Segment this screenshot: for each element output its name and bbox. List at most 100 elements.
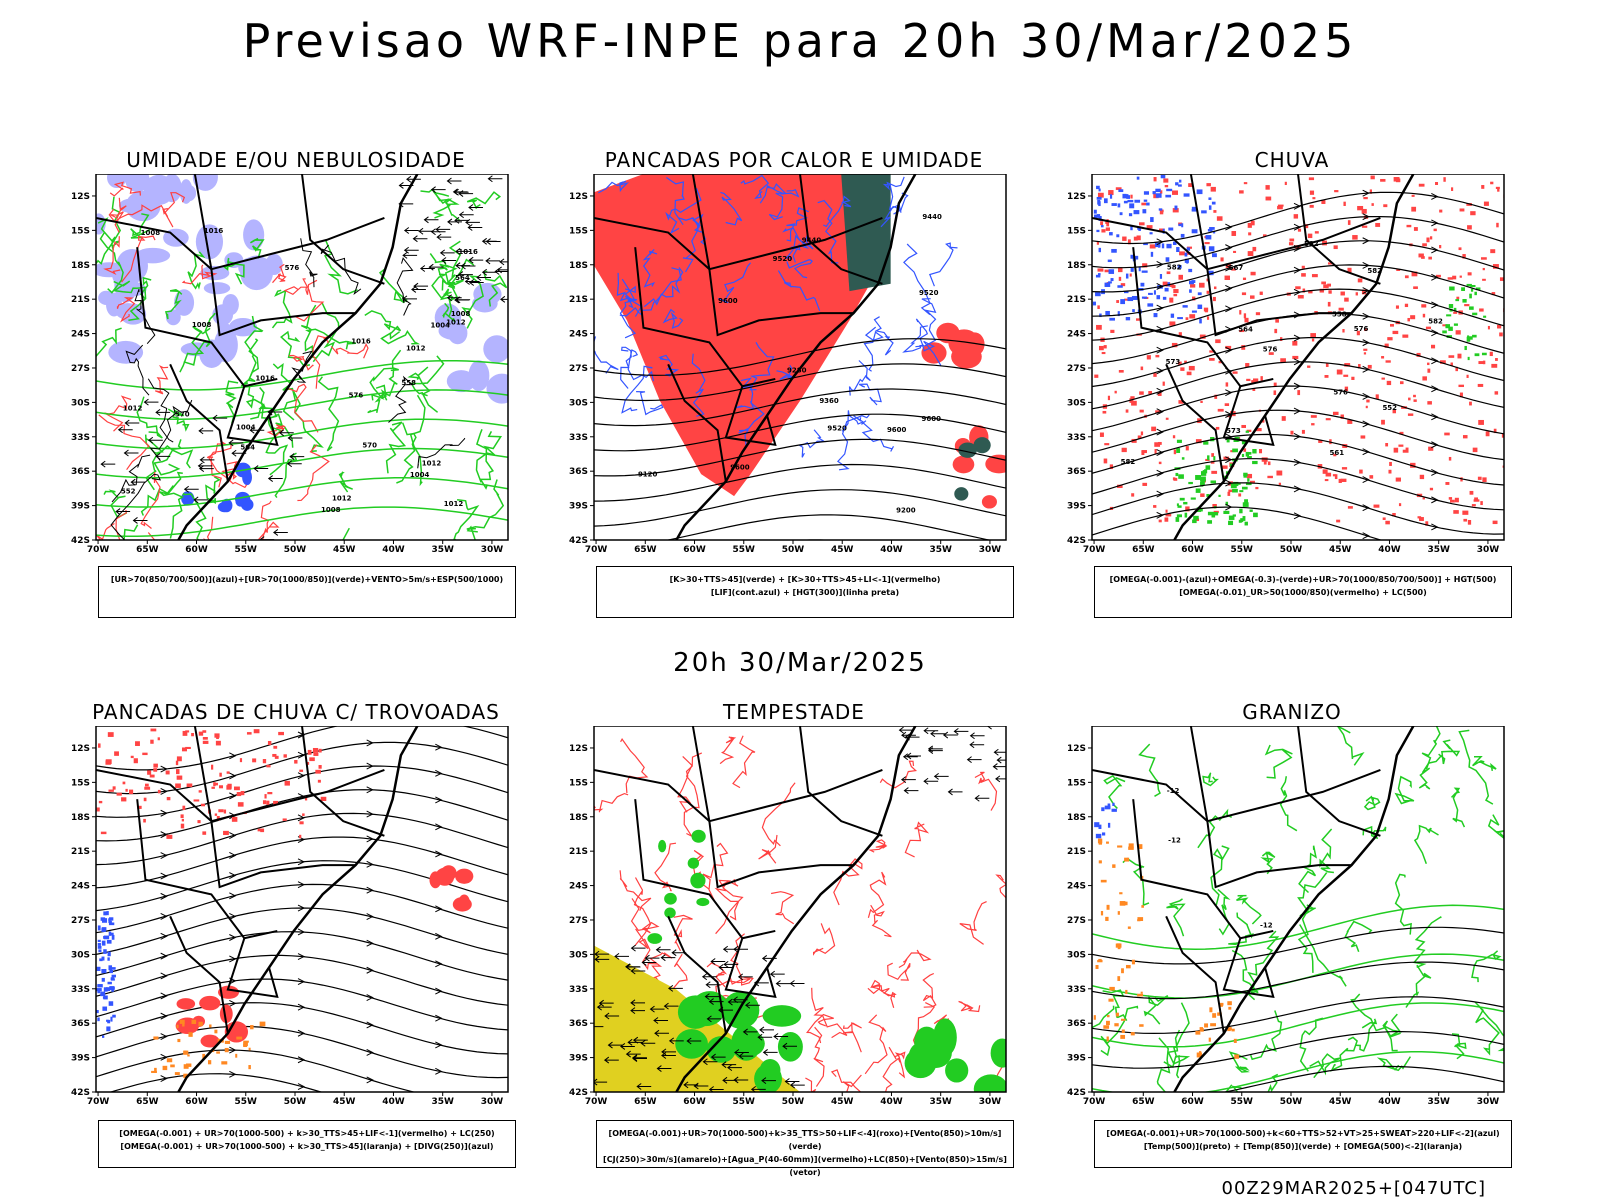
rain-area (1265, 185, 1270, 190)
rain-area (1096, 196, 1102, 200)
wind-area (647, 933, 663, 944)
precipitable-water-contour (958, 1000, 981, 1013)
thunderstorm-area (105, 759, 112, 765)
wind-vector (933, 772, 949, 780)
contour-label: 576 (349, 392, 364, 400)
rain-area (1489, 351, 1493, 357)
thunderstorm-area (217, 1038, 221, 1042)
rain-area (1332, 474, 1336, 477)
rain-area (1165, 513, 1172, 517)
temperature-850-contour (1355, 1018, 1378, 1052)
precipitable-water-contour (867, 871, 887, 918)
thunderstorm-area (199, 995, 221, 1011)
omega-area (1228, 1006, 1232, 1010)
thunderstorm-area (224, 1047, 229, 1053)
legend-box: [UR>70(850/700/500)](azul)+[UR>70(1000/8… (98, 566, 516, 618)
contour-label: 1016 (255, 375, 275, 383)
humidity-contour (187, 251, 206, 290)
rain-area (1213, 456, 1216, 461)
humidity-contour (280, 330, 311, 367)
rain-area (1322, 240, 1327, 246)
rain-area (1166, 243, 1172, 249)
thunderstorm-area (153, 763, 158, 768)
rain-area (1141, 270, 1148, 273)
rain-area (1244, 521, 1248, 526)
lat-tick-label: 21S (569, 847, 588, 857)
streamline-arrow (160, 892, 168, 900)
humidity-contour (123, 524, 139, 540)
lat-tick-label: 24S (569, 330, 588, 340)
temperature-850-contour (1438, 739, 1461, 765)
wind-arrow (253, 465, 269, 472)
thunderstorm-area (183, 1073, 188, 1078)
wind-vector (902, 753, 918, 761)
rain-area (1104, 443, 1110, 446)
rain-area (1444, 432, 1450, 436)
rain-area (1278, 482, 1282, 486)
rain-area (1469, 490, 1474, 495)
humidity-contour (317, 376, 340, 452)
wind-vector (625, 963, 640, 971)
rain-area (1126, 195, 1130, 199)
rain-area (1211, 453, 1215, 457)
temperature-850-contour (1297, 872, 1328, 917)
thickness-contour (108, 204, 169, 223)
thunderstorm-area (262, 800, 267, 805)
wind-vector (993, 748, 1006, 756)
wind-vector (641, 959, 657, 966)
streamline-arrow (1156, 260, 1164, 268)
wind-vector (649, 1005, 665, 1013)
rain-area (1369, 189, 1372, 194)
main-title: Previsao WRF-INPE para 20h 30/Mar/2025 (242, 14, 1358, 68)
thunderstorm-area (157, 737, 160, 741)
lon-tick-label: 70W (1083, 545, 1106, 555)
rain-area (1448, 304, 1454, 309)
omega-area (1106, 1014, 1110, 1018)
rain-area (1252, 460, 1258, 465)
lat-tick-label: 18S (71, 261, 90, 271)
thunderstorm-area (213, 782, 216, 787)
rain-area (1132, 309, 1135, 313)
rain-area (1208, 197, 1212, 200)
wind-arrow (441, 257, 457, 264)
streamline-arrow (1225, 305, 1233, 313)
omega-area (1210, 1023, 1217, 1027)
rain-area (1239, 310, 1242, 315)
rain-area (1248, 232, 1252, 236)
map-granizo: -12-12-1212S15S18S21S24S27S30S33S36S39S4… (1067, 726, 1505, 1107)
rain-area (1422, 313, 1426, 318)
lon-tick-label: 35W (431, 1097, 454, 1107)
lifted-index-contour (759, 185, 800, 204)
contour-label: 9600 (922, 415, 942, 423)
thunderstorm-area (180, 814, 184, 819)
lifted-index-contour (734, 377, 755, 410)
thunderstorm-area (182, 805, 186, 811)
streamline-arrow (1225, 284, 1233, 292)
rain-area (1468, 336, 1473, 340)
rain-area (1245, 430, 1249, 433)
rain-area (1184, 252, 1188, 257)
rain-area (1169, 321, 1176, 326)
wind-vector (930, 730, 945, 738)
rain-area (1153, 177, 1157, 182)
streamline-arrow (366, 913, 374, 920)
thunderstorm-area (112, 786, 116, 790)
rain-area (1450, 499, 1455, 503)
contour-label: 564 (455, 274, 470, 282)
rain-area (1356, 330, 1360, 336)
rain-area (1097, 305, 1100, 309)
precipitable-water-contour (870, 979, 897, 1008)
hail-area (1098, 824, 1102, 830)
thickness-contour (115, 509, 128, 540)
wind-vector (594, 950, 610, 958)
rain-area (1347, 419, 1353, 424)
lon-tick-label: 35W (929, 545, 952, 555)
rain-area (1092, 301, 1096, 306)
rain-area (1429, 487, 1434, 491)
rain-area (1130, 396, 1135, 400)
humidity-area (483, 335, 508, 363)
streamline-arrow (366, 810, 374, 818)
rain-area (1101, 229, 1106, 233)
wind-vector (723, 960, 739, 968)
thunderstorm-area (452, 897, 472, 912)
